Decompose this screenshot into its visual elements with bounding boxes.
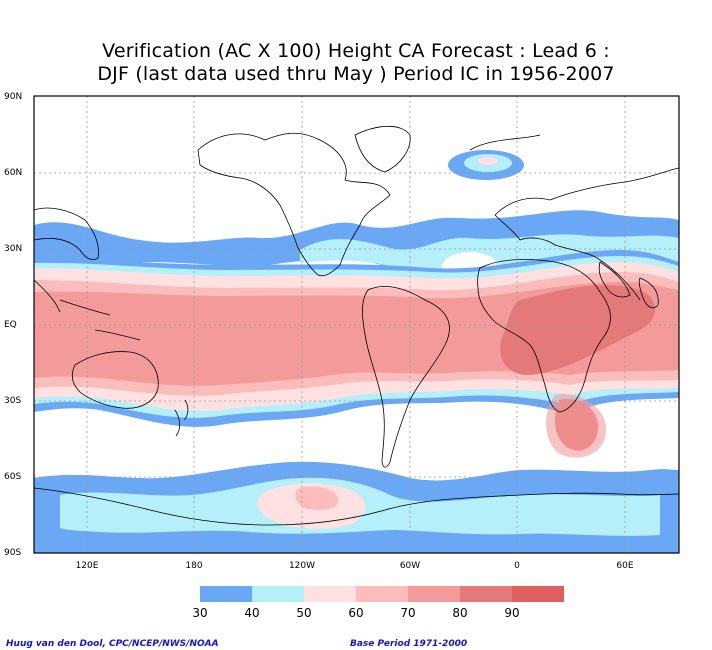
lon-label-120w: 120W bbox=[288, 561, 316, 571]
colorbar-label-50: 50 bbox=[296, 606, 312, 620]
lat-label-90s: 90S bbox=[4, 548, 22, 558]
colorbar-label-80: 80 bbox=[452, 606, 468, 620]
colorbar-label-60: 60 bbox=[348, 606, 364, 620]
colorbar-swatch-1 bbox=[200, 586, 252, 602]
colorbar-swatch-3 bbox=[304, 586, 356, 602]
colorbar-swatch-6 bbox=[460, 586, 512, 602]
lat-label-30n: 30N bbox=[4, 244, 23, 254]
footer-base-period: Base Period 1971-2000 bbox=[350, 639, 468, 649]
colorbar bbox=[200, 586, 564, 602]
colorbar-swatch-4 bbox=[356, 586, 408, 602]
colorbar-label-90: 90 bbox=[504, 606, 520, 620]
map-title-line-1: Verification (AC X 100) Height CA Foreca… bbox=[102, 40, 610, 62]
colorbar-swatch-5 bbox=[408, 586, 460, 602]
lon-label-0: 0 bbox=[514, 561, 520, 571]
colorbar-label-40: 40 bbox=[244, 606, 260, 620]
lat-label-90n: 90N bbox=[4, 92, 23, 102]
lat-label-60s: 60S bbox=[4, 472, 22, 482]
shading-north-band bbox=[34, 150, 679, 282]
shading-tropical-band bbox=[34, 250, 679, 458]
map-frame bbox=[33, 95, 680, 554]
coastlines bbox=[34, 125, 679, 526]
colorbar-swatch-2 bbox=[252, 586, 304, 602]
lon-label-180: 180 bbox=[185, 561, 203, 571]
lon-label-60w: 60W bbox=[399, 561, 421, 571]
colorbar-swatch-7 bbox=[512, 586, 564, 602]
lat-label-eq: EQ bbox=[4, 320, 17, 330]
colorbar-label-70: 70 bbox=[400, 606, 416, 620]
lon-label-120e: 120E bbox=[75, 561, 99, 571]
map-title-line-2: DJF (last data used thru May ) Period IC… bbox=[97, 63, 615, 85]
footer-credit: Huug van den Dool, CPC/NCEP/NWS/NOAA bbox=[6, 639, 219, 649]
lat-label-30s: 30S bbox=[4, 396, 22, 406]
colorbar-label-30: 30 bbox=[192, 606, 208, 620]
lat-label-60n: 60N bbox=[4, 168, 23, 178]
graticule bbox=[34, 96, 679, 553]
lon-label-60e: 60E bbox=[616, 561, 634, 571]
